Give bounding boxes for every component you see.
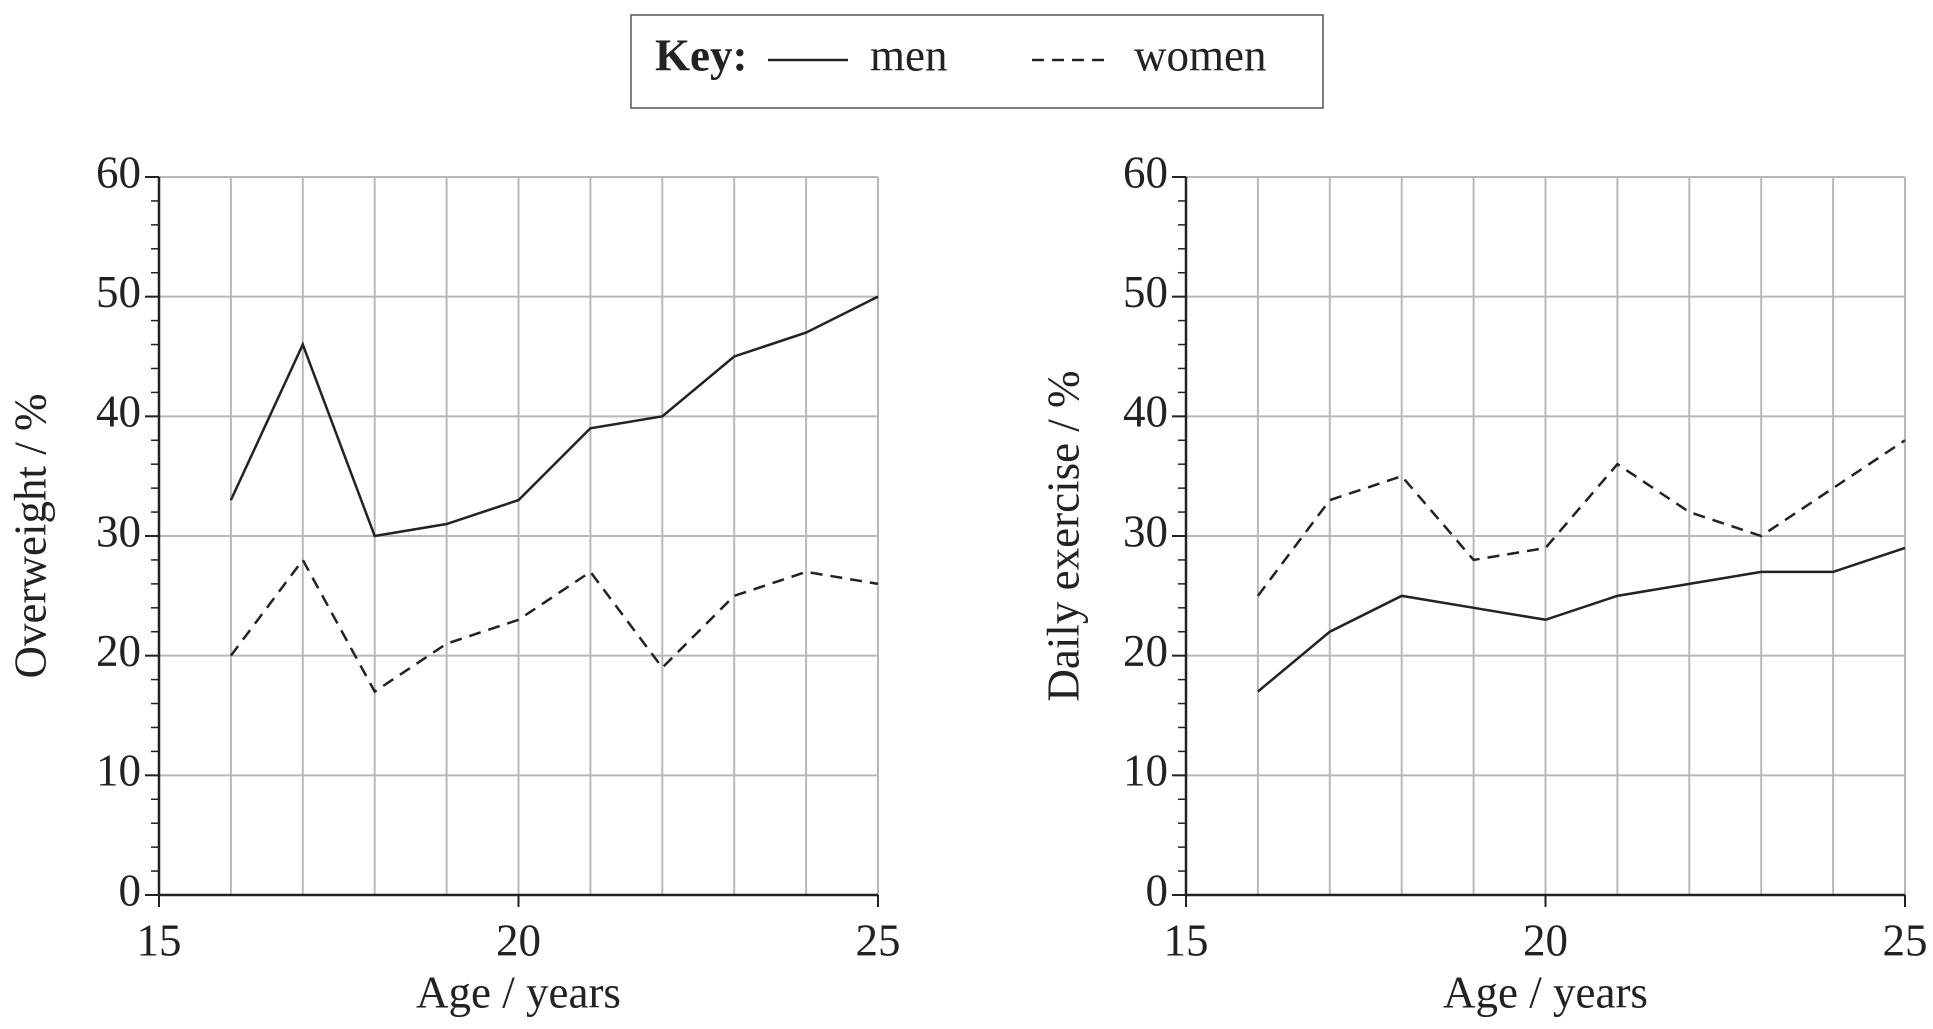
y-tick-label: 60	[96, 147, 141, 197]
y-tick-label: 50	[1123, 267, 1168, 317]
y-tick-label: 20	[1123, 626, 1168, 676]
y-axis-label: Daily exercise / %	[1038, 370, 1088, 701]
x-tick-label: 15	[137, 915, 182, 965]
data-line	[229, 295, 879, 538]
y-axis-label: Overweight / %	[5, 394, 55, 679]
y-tick-label: 20	[96, 626, 141, 676]
legend-label: women	[1134, 30, 1266, 80]
x-axis-label: Age / years	[1443, 967, 1648, 1017]
y-tick-label: 30	[1123, 506, 1168, 556]
y-tick-label: 60	[1123, 147, 1168, 197]
y-tick-label: 30	[96, 506, 141, 556]
x-tick-label: 15	[1164, 915, 1209, 965]
y-tick-label: 0	[119, 865, 142, 915]
data-line	[229, 557, 879, 694]
y-tick-label: 40	[1123, 387, 1168, 437]
legend-box	[630, 14, 1324, 109]
data-line	[1257, 546, 1906, 693]
y-tick-label: 0	[1146, 865, 1169, 915]
y-tick-label: 50	[96, 267, 141, 317]
legend-title: Key:	[655, 30, 747, 80]
y-tick-label: 40	[96, 387, 141, 437]
x-tick-label: 25	[856, 915, 901, 965]
x-axis-label: Age / years	[416, 967, 621, 1017]
y-tick-label: 10	[1123, 746, 1168, 796]
x-tick-label: 20	[1523, 915, 1568, 965]
x-tick-label: 25	[1883, 915, 1928, 965]
legend-label: men	[870, 30, 947, 80]
x-tick-label: 20	[496, 915, 541, 965]
y-tick-label: 10	[96, 746, 141, 796]
